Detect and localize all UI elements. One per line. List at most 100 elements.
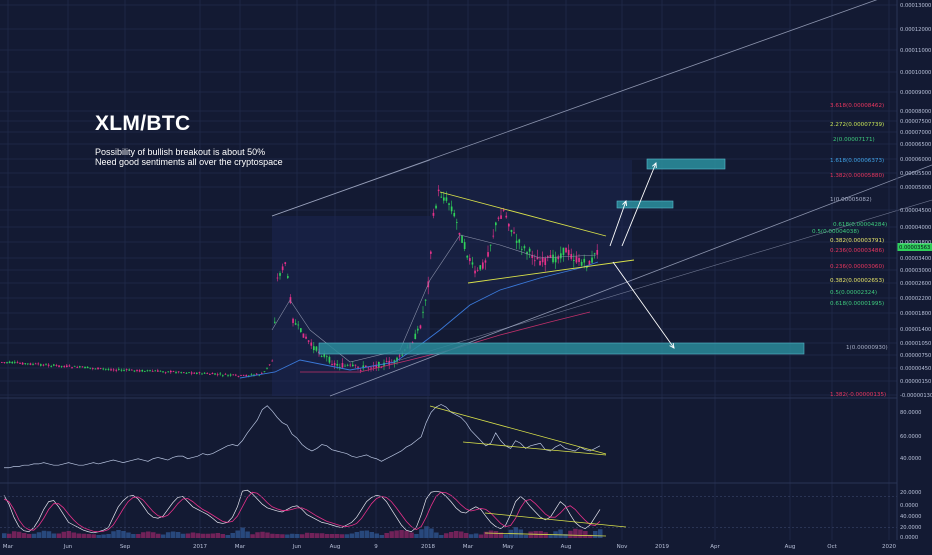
candle-body bbox=[81, 366, 84, 368]
price-tick-label: 0.00006500 bbox=[900, 142, 931, 148]
time-tick-label: Aug bbox=[561, 544, 572, 550]
candle-body bbox=[37, 363, 40, 365]
candle-body bbox=[120, 369, 123, 371]
stoch-hist-bar bbox=[478, 534, 484, 538]
stoch-hist-bar bbox=[419, 529, 424, 538]
candle-body bbox=[487, 252, 489, 257]
stoch-hist-bar bbox=[598, 529, 603, 538]
target-2-box bbox=[646, 158, 726, 170]
stoch-hist-bar bbox=[568, 530, 573, 538]
candle-body bbox=[214, 373, 216, 375]
candle-body bbox=[66, 365, 68, 368]
candle-body bbox=[500, 215, 502, 219]
candle-body bbox=[219, 373, 222, 375]
price-tick-label: 0.00007000 bbox=[900, 130, 931, 136]
candle-body bbox=[97, 367, 99, 370]
time-tick-label: Mar bbox=[235, 544, 246, 550]
stoch-hist-bar bbox=[364, 530, 370, 538]
price-tick-label: 0.00004500 bbox=[900, 208, 931, 214]
candle-body bbox=[341, 363, 344, 368]
stoch-hist-bar bbox=[220, 534, 226, 538]
stoch-hist-bar bbox=[493, 531, 499, 538]
candle-body bbox=[586, 266, 588, 268]
stoch-hist-bar bbox=[324, 534, 330, 538]
candle-body bbox=[112, 369, 115, 371]
stoch-hist-bar bbox=[101, 534, 106, 538]
candle-body bbox=[242, 374, 245, 376]
candle-body bbox=[310, 342, 313, 346]
candle-body bbox=[505, 215, 508, 218]
candle-body bbox=[354, 364, 357, 366]
candle-body bbox=[146, 370, 149, 372]
candle-body bbox=[375, 364, 378, 368]
candle-body bbox=[162, 371, 164, 373]
candle-body bbox=[281, 266, 284, 271]
stoch-hist-bar bbox=[185, 533, 191, 538]
candle-body bbox=[73, 365, 76, 367]
stoch-hist-bar bbox=[379, 535, 384, 538]
price-tick-label: 0.00009000 bbox=[900, 90, 931, 96]
time-tick-label: 2018 bbox=[421, 544, 435, 550]
stoch-hist-bar bbox=[260, 531, 265, 538]
stoch-hist-bar bbox=[384, 533, 389, 538]
candle-body bbox=[268, 364, 271, 366]
candle-body bbox=[541, 257, 544, 263]
candle-body bbox=[450, 206, 453, 212]
stoch-hist-bar bbox=[513, 527, 519, 538]
candle-body bbox=[157, 370, 159, 372]
candle-body bbox=[131, 369, 133, 371]
candle-body bbox=[339, 366, 341, 368]
stoch-hist-bar bbox=[36, 532, 42, 538]
stoch-hist-bar bbox=[434, 532, 439, 538]
stoch-hist-bar bbox=[523, 535, 528, 538]
stoch-hist-bar bbox=[275, 534, 280, 538]
candle-body bbox=[144, 370, 146, 372]
stoch-hist-bar bbox=[314, 533, 320, 538]
price-tick-label: 0.00003000 bbox=[900, 268, 931, 274]
candle-body bbox=[588, 260, 591, 265]
candle-body bbox=[266, 367, 268, 369]
candle-body bbox=[484, 260, 487, 263]
fib-level-label: 0.5(0.00004038) bbox=[812, 229, 859, 235]
candle-body bbox=[279, 273, 281, 276]
candle-body bbox=[357, 366, 359, 368]
stoch-hist-bar bbox=[240, 527, 245, 538]
stoch-hist-bar bbox=[458, 531, 464, 538]
candle-body bbox=[19, 363, 21, 364]
candle-body bbox=[414, 333, 417, 340]
stoch-hist-bar bbox=[414, 534, 419, 538]
candle-body bbox=[593, 252, 596, 254]
stoch-hist-bar bbox=[354, 532, 360, 538]
stoch-hist-bar bbox=[26, 534, 32, 538]
stoch-hist-bar bbox=[369, 532, 375, 538]
candle-body bbox=[466, 255, 469, 258]
fib-level-label: 1(0.00000930) bbox=[846, 345, 888, 351]
candle-body bbox=[445, 197, 448, 201]
channel-upper-line bbox=[271, 0, 878, 217]
candle-body bbox=[63, 366, 66, 368]
candle-body bbox=[229, 374, 232, 376]
stoch-hist-bar bbox=[210, 533, 216, 538]
candle-body bbox=[578, 258, 580, 262]
candle-body bbox=[307, 340, 310, 342]
candle-body bbox=[32, 363, 34, 365]
candle-body bbox=[539, 260, 541, 266]
candle-body bbox=[297, 324, 300, 326]
stoch-hist-bar bbox=[126, 532, 131, 538]
time-axis: Mar Jun Sep 2017 Mar Jun Aug 9 2018 Mar May Aug Nov 2… bbox=[3, 544, 897, 550]
time-tick-label: Sep bbox=[120, 544, 131, 550]
candle-body bbox=[141, 370, 144, 372]
candle-body bbox=[463, 242, 466, 250]
candle-body bbox=[549, 255, 552, 259]
stoch-hist-bar bbox=[543, 532, 548, 538]
price-tick-label: 0.00003400 bbox=[900, 256, 931, 262]
stoch-hist-bar bbox=[563, 534, 568, 538]
candle-body bbox=[469, 258, 471, 262]
candle-body bbox=[502, 209, 505, 211]
candle-body bbox=[110, 369, 112, 371]
stoch-hist-bar bbox=[578, 529, 583, 538]
price-tick-label: 0.00004000 bbox=[900, 225, 931, 231]
candle-body bbox=[24, 363, 27, 365]
stoch-hist-bar bbox=[91, 534, 96, 538]
candle-body bbox=[198, 372, 201, 374]
